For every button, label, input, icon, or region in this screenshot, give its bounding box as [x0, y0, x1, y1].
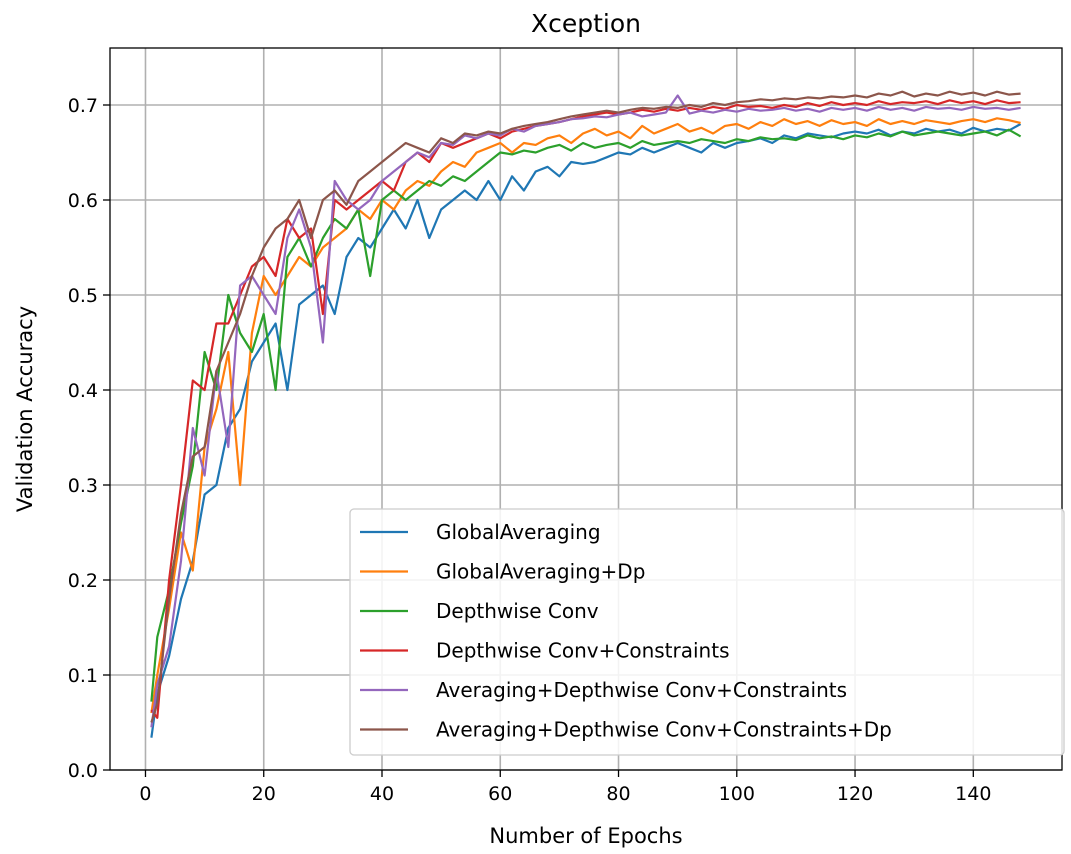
chart-title: Xception — [531, 9, 641, 38]
series-lines — [150, 90, 1022, 738]
x-tick-label-0: 0 — [139, 783, 151, 805]
plot-frame — [109, 47, 1063, 771]
series-line-1 — [150, 117, 1021, 714]
series-line-2 — [150, 128, 1022, 702]
y-axis: 0.0 0.1 0.2 0.3 0.4 0.5 0.6 0.7 — [68, 95, 110, 782]
grid — [110, 48, 1062, 771]
x-tick-label-7: 140 — [955, 783, 991, 805]
series-line-5 — [150, 90, 1021, 723]
series-line-3 — [150, 99, 1021, 719]
x-tick-label-2: 40 — [370, 783, 394, 805]
legend-box — [349, 508, 1065, 756]
y-tick-label-6: 0.6 — [68, 190, 98, 212]
x-axis-label: Number of Epochs — [489, 824, 682, 848]
y-tick-label-5: 0.5 — [68, 285, 98, 307]
legend-label-4: Averaging+Depthwise Conv+Constraints — [436, 678, 847, 702]
y-tick-label-2: 0.2 — [68, 570, 98, 592]
series-line-4 — [150, 94, 1021, 728]
x-tick-label-6: 120 — [837, 783, 873, 805]
y-tick-label-4: 0.4 — [68, 380, 98, 402]
legend-label-1: GlobalAveraging+Dp — [436, 560, 645, 584]
legend-label-5: Averaging+Depthwise Conv+Constraints+Dp — [436, 718, 892, 742]
x-tick-label-4: 80 — [606, 783, 630, 805]
y-tick-label-1: 0.1 — [68, 665, 98, 687]
y-tick-label-3: 0.3 — [68, 475, 98, 497]
legend: GlobalAveraging GlobalAveraging+Dp Depthwi… — [349, 508, 1065, 756]
legend-label-3: Depthwise Conv+Constraints — [436, 639, 730, 663]
y-axis-label: Validation Accuracy — [13, 306, 37, 512]
x-tick-label-3: 60 — [488, 783, 512, 805]
series-line-0 — [150, 123, 1022, 738]
y-tick-label-0: 0.0 — [68, 760, 98, 782]
y-tick-label-7: 0.7 — [68, 95, 98, 117]
x-tick-label-5: 100 — [719, 783, 755, 805]
legend-label-2: Depthwise Conv — [436, 599, 599, 623]
x-tick-label-1: 20 — [252, 783, 276, 805]
legend-label-0: GlobalAveraging — [436, 520, 601, 544]
x-axis: 0 20 40 60 80 100 120 140 — [139, 770, 991, 805]
